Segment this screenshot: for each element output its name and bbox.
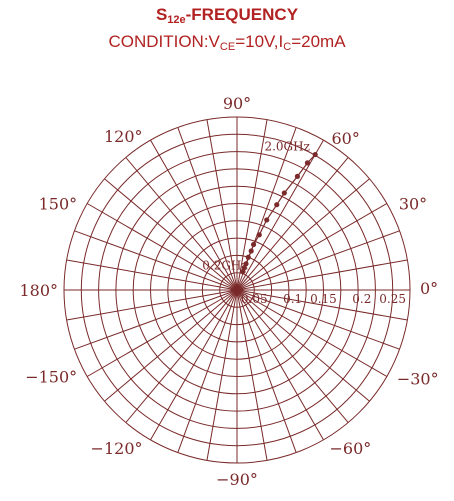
radial-tick-labels: 0.05 0.1 0.15 0.2 0.25	[241, 292, 406, 306]
grid-spoke	[236, 289, 388, 377]
angle-label: 150°	[39, 195, 78, 214]
grid-spoke	[236, 139, 324, 291]
grid-spoke	[236, 289, 324, 441]
annotation-0-2ghz: 0.2GHz	[202, 259, 247, 273]
grid-spoke	[236, 289, 297, 453]
radial-tick-label: 0.25	[379, 292, 406, 306]
grid-spoke	[66, 259, 238, 291]
grid-spoke	[236, 119, 268, 291]
grid-spoke	[236, 157, 349, 291]
data-point	[250, 241, 257, 248]
grid-spoke	[66, 289, 238, 321]
grid-spoke	[104, 289, 238, 402]
data-point	[281, 190, 287, 196]
angle-label: −60°	[330, 439, 372, 458]
data-point	[294, 173, 301, 179]
grid-spoke	[150, 139, 238, 291]
data-layer: 2.0GHz 0.2GHz	[202, 140, 318, 275]
grid-spoke	[74, 289, 238, 350]
annotation-2ghz: 2.0GHz	[264, 140, 309, 154]
grid-spoke	[236, 230, 400, 291]
angle-label: 0°	[420, 279, 438, 298]
data-point	[240, 268, 246, 275]
angle-label: −90°	[216, 470, 258, 489]
grid-spoke	[236, 289, 349, 423]
angle-labels: 0° 30° 60° 90° 120° 150° 180° −150° −120° −90° −60…	[19, 94, 438, 489]
grid-spoke	[86, 203, 238, 291]
grid-spoke	[206, 289, 238, 461]
angle-label: 180°	[19, 281, 58, 300]
angle-label: 60°	[332, 129, 360, 148]
grid-spoke	[150, 289, 238, 441]
grid-spoke	[74, 230, 238, 291]
grid-spoke	[236, 178, 370, 291]
data-point	[256, 232, 262, 238]
title-block: S12e-FREQUENCY CONDITION:VCE=10V,IC=20mA	[0, 4, 454, 58]
chart-title: S12e-FREQUENCY	[155, 5, 299, 26]
grid-spoke	[206, 119, 238, 291]
grid-spoke	[86, 289, 238, 377]
radial-tick-label: 0.1	[283, 292, 302, 306]
data-point	[312, 151, 318, 158]
grid-spoke	[236, 289, 370, 402]
angle-label: 120°	[104, 127, 143, 146]
grid-spoke	[236, 289, 268, 461]
grid-spoke	[125, 157, 238, 291]
angle-label: −120°	[91, 439, 143, 458]
data-point	[304, 160, 311, 166]
grid-spoke	[104, 178, 238, 291]
angle-label: 90°	[223, 94, 251, 113]
grid-spoke	[236, 259, 408, 291]
angle-label: −30°	[397, 370, 439, 389]
grid-spoke	[177, 289, 238, 453]
grid-spoke	[236, 289, 408, 321]
data-point	[245, 254, 251, 260]
data-point	[243, 261, 249, 267]
radial-tick-label: 0.05	[241, 292, 268, 306]
grid-spoke	[125, 289, 238, 423]
grid-spoke	[236, 289, 400, 350]
grid-spoke	[236, 203, 388, 291]
radial-tick-label: 0.15	[310, 292, 337, 306]
radial-tick-label: 0.2	[352, 292, 371, 306]
angle-label: 30°	[399, 195, 427, 214]
chart-subtitle: CONDITION:VCE=10V,IC=20mA	[108, 32, 346, 53]
angle-label: −150°	[25, 368, 77, 387]
data-point	[264, 217, 270, 223]
grid-spokes	[64, 117, 410, 463]
data-point	[274, 202, 280, 208]
data-point	[248, 248, 254, 254]
grid-spoke	[177, 127, 238, 291]
